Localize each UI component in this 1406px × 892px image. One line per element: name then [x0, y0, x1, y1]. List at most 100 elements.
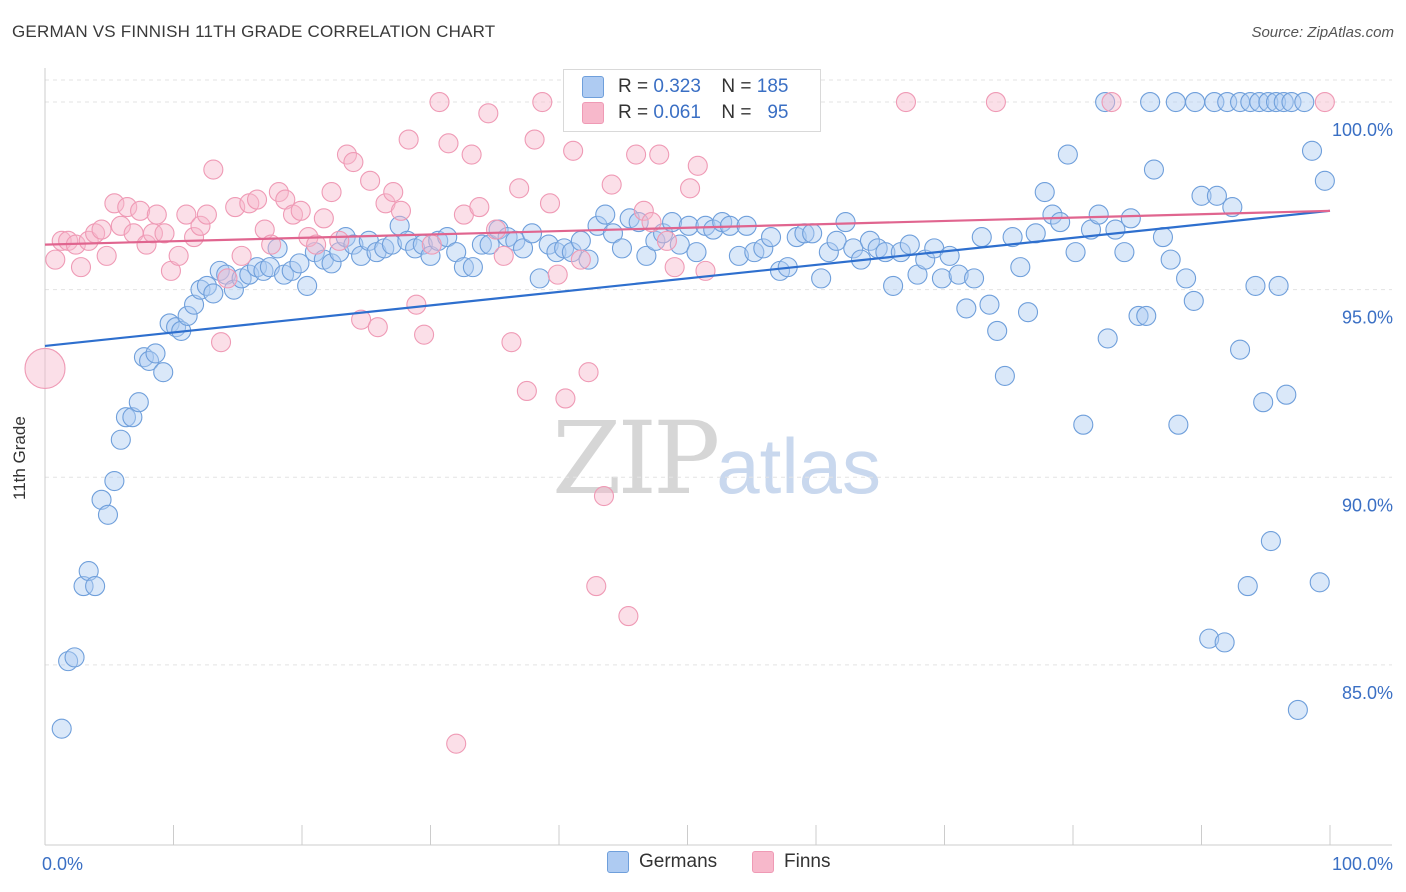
point-finns: [343, 152, 364, 173]
point-germans: [1073, 414, 1094, 435]
point-germans: [1245, 275, 1266, 296]
legend-row-finns: R = 0.061 N = 95: [582, 101, 788, 125]
point-finns: [516, 380, 537, 402]
point-finns: [96, 245, 117, 266]
point-finns: [306, 234, 327, 255]
point-germans: [85, 576, 106, 597]
point-finns: [313, 208, 334, 229]
point-germans: [145, 343, 166, 364]
point-germans: [104, 470, 125, 492]
point-germans: [321, 253, 342, 274]
point-germans: [1140, 91, 1161, 113]
point-germans: [1088, 204, 1109, 225]
point-germans: [1287, 699, 1308, 720]
trend-lines: [44, 209, 1331, 348]
point-germans: [177, 305, 198, 326]
point-finns: [633, 200, 654, 221]
point-finns: [91, 219, 112, 240]
watermark-zip: ZIP: [552, 400, 720, 517]
point-germans: [1165, 91, 1186, 113]
point-germans: [223, 279, 244, 300]
point-finns: [329, 230, 350, 251]
point-germans: [1017, 302, 1039, 323]
y-tick-label: 95.0%: [1342, 308, 1393, 328]
point-finns: [680, 178, 701, 199]
legend-n-label: N =: [721, 76, 752, 97]
point-finns: [390, 200, 411, 221]
point-finns: [203, 159, 224, 180]
point-germans: [1258, 91, 1279, 113]
point-germans: [979, 294, 1000, 315]
point-finns: [555, 388, 576, 409]
point-germans: [1143, 159, 1165, 180]
point-germans: [802, 223, 823, 244]
point-germans: [948, 264, 969, 285]
legend-r-value: 0.323: [653, 76, 701, 97]
point-germans: [686, 242, 707, 263]
trend-line-germans: [44, 209, 1331, 348]
point-finns: [429, 91, 450, 113]
point-germans: [1222, 197, 1243, 218]
legend-n-value: 185: [756, 76, 789, 97]
point-finns: [196, 204, 217, 225]
point-germans: [51, 718, 72, 739]
point-finns: [656, 230, 677, 251]
point-germans: [115, 407, 137, 428]
point-germans: [964, 268, 985, 289]
point-germans: [1199, 628, 1220, 649]
point-finns: [626, 144, 647, 165]
point-germans: [91, 489, 112, 510]
point-germans: [1273, 91, 1294, 113]
point-germans: [1294, 91, 1315, 113]
series-legend-finns[interactable]: Finns: [752, 851, 830, 873]
point-finns: [168, 245, 189, 266]
point-germans: [1152, 227, 1173, 248]
point-finns: [136, 234, 157, 255]
point-finns: [563, 140, 584, 161]
point-finns: [509, 178, 530, 199]
point-germans: [1136, 305, 1157, 326]
point-finns: [618, 606, 639, 627]
point-finns: [383, 182, 404, 203]
point-germans: [636, 245, 657, 266]
finns-label: Finns: [784, 851, 831, 872]
point-germans: [678, 215, 699, 236]
series-legend-germans[interactable]: Germans: [607, 851, 717, 873]
point-germans: [253, 260, 274, 281]
point-germans: [1160, 249, 1181, 270]
point-germans: [64, 647, 85, 668]
point-germans: [1128, 305, 1149, 326]
point-germans: [843, 238, 864, 259]
data-points: [24, 91, 1335, 754]
y-tick-label: 90.0%: [1342, 495, 1393, 515]
point-finns: [649, 144, 670, 165]
trend-line-finns: [44, 209, 1331, 246]
point-finns: [231, 245, 252, 266]
tick-labels: 85.0% 90.0% 95.0% 100.0% 0.0% 100.0%: [42, 120, 1393, 874]
point-germans: [1114, 242, 1135, 263]
legend-r-value: 0.061: [653, 102, 701, 123]
point-germans: [883, 275, 904, 296]
point-finns: [593, 485, 615, 507]
point-germans: [570, 230, 591, 251]
point-germans: [1183, 290, 1204, 311]
legend-r-label: R =: [618, 102, 649, 123]
point-germans: [578, 249, 599, 270]
germans-swatch: [607, 851, 629, 873]
point-finns: [104, 193, 125, 214]
point-germans: [122, 407, 143, 428]
point-germans: [1034, 182, 1055, 203]
point-germans: [1120, 208, 1141, 229]
watermark-atlas: atlas: [716, 422, 882, 510]
point-germans: [78, 561, 99, 582]
point-germans: [971, 227, 992, 248]
point-germans: [1010, 257, 1031, 278]
point-finns: [210, 332, 232, 353]
point-finns: [687, 155, 708, 176]
source-label: Source: ZipAtlas.com: [1251, 24, 1394, 41]
point-finns: [176, 204, 197, 225]
point-germans: [281, 260, 302, 281]
point-germans: [479, 234, 500, 255]
series-legend: Germans Finns: [0, 851, 1406, 879]
point-germans: [1168, 414, 1189, 435]
